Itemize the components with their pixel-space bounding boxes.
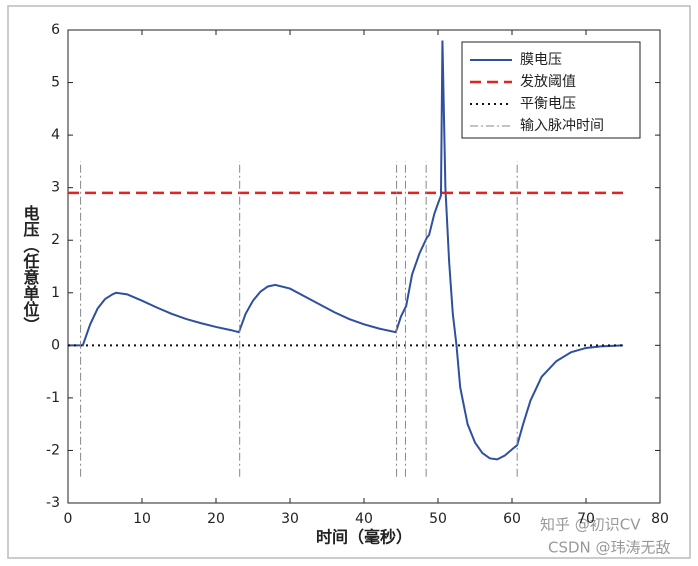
y-tick-label: 0 bbox=[51, 337, 60, 353]
x-tick-label: 70 bbox=[577, 511, 595, 527]
y-tick-label: -3 bbox=[46, 495, 60, 511]
y-tick-label: 3 bbox=[51, 180, 60, 196]
frame bbox=[7, 5, 691, 559]
watermark: 知乎 @初识CV bbox=[540, 516, 641, 534]
x-tick-label: 40 bbox=[355, 511, 373, 527]
x-tick-label: 20 bbox=[207, 511, 225, 527]
y-tick-label: -1 bbox=[46, 390, 60, 406]
y-tick-label: 2 bbox=[51, 232, 60, 248]
y-axis-title: 电压（任意单位） bbox=[21, 204, 41, 333]
x-tick-label: 0 bbox=[64, 511, 73, 527]
y-tick-label: 5 bbox=[51, 75, 60, 91]
y-tick-label: 1 bbox=[51, 285, 60, 301]
legend-label: 膜电压 bbox=[520, 52, 562, 68]
y-tick-label: 4 bbox=[51, 127, 60, 143]
legend bbox=[461, 41, 641, 139]
legend-label: 发放阈值 bbox=[520, 74, 576, 90]
y-tick-label: 6 bbox=[51, 22, 60, 38]
legend-label: 输入脉冲时间 bbox=[520, 118, 604, 134]
watermark: CSDN @玮涛无敌 bbox=[548, 539, 671, 557]
x-tick-label: 80 bbox=[651, 511, 669, 527]
legend-label: 平衡电压 bbox=[520, 96, 576, 112]
series-line bbox=[68, 40, 624, 461]
x-tick-label: 50 bbox=[429, 511, 447, 527]
x-tick-label: 60 bbox=[503, 511, 521, 527]
x-tick-label: 30 bbox=[281, 511, 299, 527]
y-tick-label: -2 bbox=[46, 442, 60, 458]
x-axis-title: 时间（毫秒） bbox=[316, 528, 412, 547]
x-tick-label: 10 bbox=[133, 511, 151, 527]
